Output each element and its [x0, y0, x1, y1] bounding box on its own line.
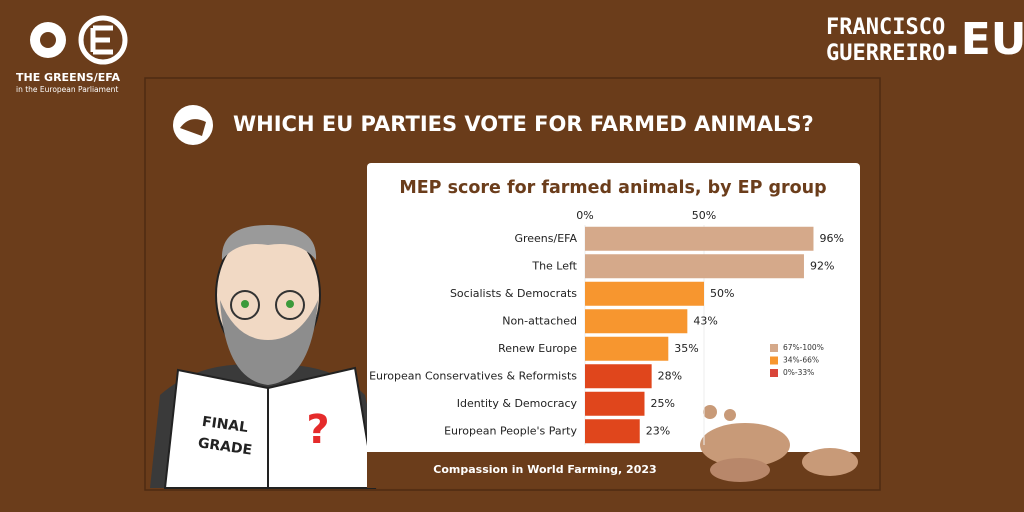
y-tick-label: European People's Party [444, 424, 577, 437]
sheep [802, 448, 858, 476]
legend-label: 34%-66% [783, 356, 819, 365]
bar [585, 419, 640, 444]
y-tick-label: Socialists & Democrats [450, 287, 577, 300]
legend-swatch [770, 344, 778, 352]
logo-subtitle: in the European Parliament [16, 85, 118, 94]
pig [710, 458, 770, 482]
value-label: 92% [810, 259, 834, 272]
value-label: 50% [710, 287, 734, 300]
e-letter [90, 25, 113, 55]
logo-name: THE GREENS/EFA [16, 71, 120, 84]
x-tick-label: 0% [576, 209, 593, 222]
header-title: WHICH EU PARTIES VOTE FOR FARMED ANIMALS… [233, 112, 814, 136]
bar [585, 254, 804, 279]
logo-line1: FRANCISCO [826, 15, 945, 40]
value-label: 28% [658, 369, 682, 382]
eye-left [241, 300, 249, 308]
chart-title: MEP score for farmed animals, by EP grou… [399, 178, 826, 198]
sign-text-2: GRADE [197, 435, 253, 458]
beard [220, 300, 318, 385]
legend-swatch [770, 356, 778, 365]
e-circle [78, 15, 128, 65]
bar [585, 309, 688, 334]
legend-swatch [770, 369, 778, 377]
y-tick-label: Identity & Democracy [457, 397, 578, 410]
glasses-right [275, 290, 305, 320]
legend-label: 0%-33% [783, 368, 814, 377]
bar [585, 281, 704, 306]
logo-suffix: .EU [944, 14, 1024, 65]
guerreiro-logo: FRANCISCO GUERREIRO .EU [826, 14, 1024, 66]
glasses-left [230, 290, 260, 320]
value-label: 96% [819, 232, 843, 245]
farm-animals [700, 405, 858, 482]
value-label: 43% [693, 314, 717, 327]
value-label: 23% [646, 424, 670, 437]
y-tick-label: Non-attached [502, 314, 577, 327]
animal-icon-shape [180, 119, 206, 136]
value-label: 35% [674, 342, 698, 355]
cartoon: FINAL GRADE ? [150, 225, 385, 489]
bar [585, 391, 645, 416]
y-tick-label: European Conservatives & Reformists [369, 369, 577, 382]
question-mark: ? [306, 407, 329, 453]
value-label: 25% [651, 397, 675, 410]
bar [585, 364, 652, 389]
bar [585, 336, 669, 361]
legend-label: 67%-100% [783, 343, 824, 352]
eye-right [286, 300, 294, 308]
logo-line2: GUERREIRO [826, 41, 945, 66]
greens-logo: THE GREENS/EFA in the European Parliamen… [16, 15, 128, 94]
x-tick-label: 50% [692, 209, 716, 222]
sign-text-1: FINAL [201, 414, 249, 436]
cow [700, 423, 790, 467]
chicken [703, 405, 717, 419]
bar [585, 226, 814, 251]
y-tick-label: Renew Europe [498, 342, 577, 355]
flower-core [40, 32, 56, 48]
y-tick-label: Greens/EFA [514, 232, 577, 245]
source: Compassion in World Farming, 2023 [433, 463, 656, 476]
y-tick-label: The Left [531, 259, 577, 272]
chicken [724, 409, 736, 421]
hair [221, 225, 317, 260]
